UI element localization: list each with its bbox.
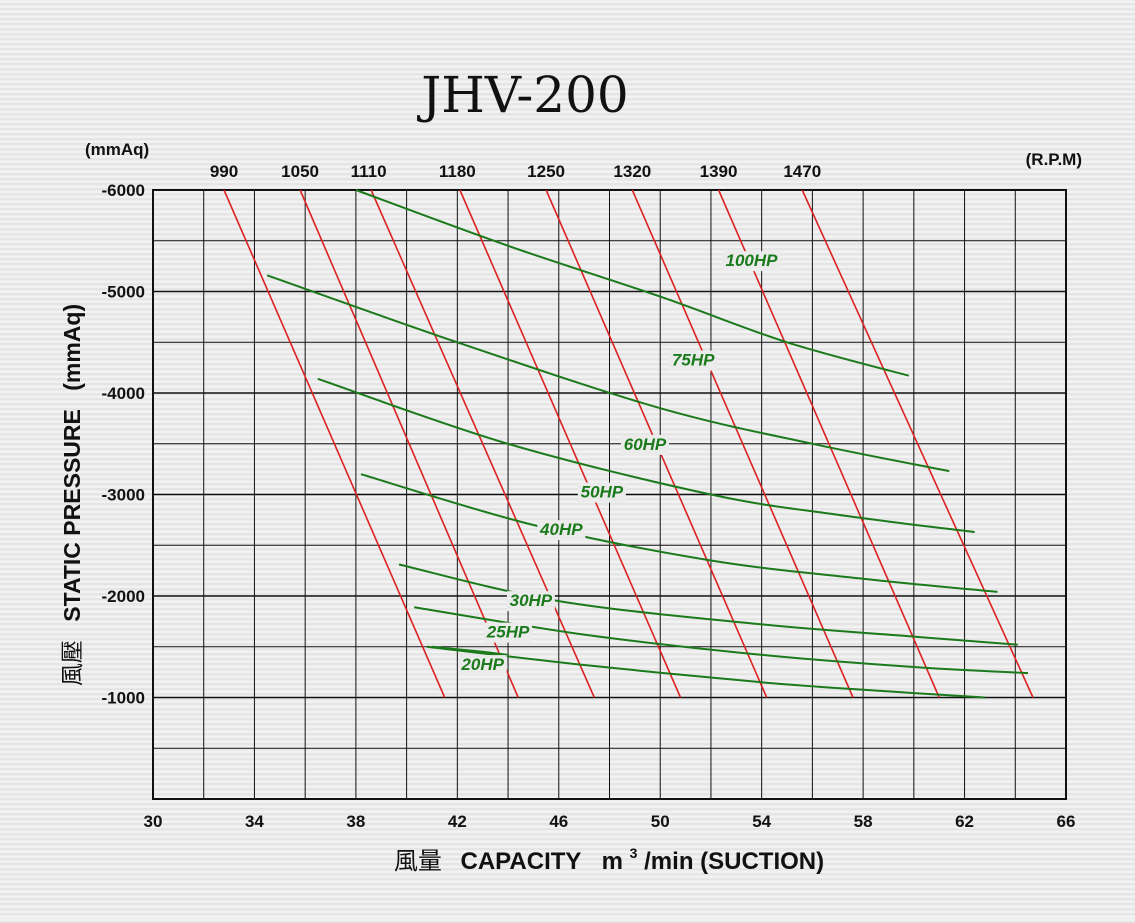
plot-frame <box>152 189 1067 800</box>
hp-label-bg <box>669 350 718 371</box>
hp-label-bg <box>722 251 781 272</box>
y-axis-label-text: STATIC PRESSURE <box>59 409 85 622</box>
x-tick-label: 66 <box>1057 812 1076 831</box>
rpm-label-1320: 1320 <box>613 162 651 181</box>
y-axis-label-cjk: 風壓 <box>60 640 86 686</box>
hp-label-bg <box>458 655 507 676</box>
rpm-line-1470 <box>801 189 1034 698</box>
hp-label-bg <box>621 434 670 455</box>
y-tick-label: -2000 <box>102 587 145 606</box>
x-axis-label-text: CAPACITY <box>461 848 582 875</box>
x-tick-label: 58 <box>854 812 873 831</box>
x-axis-label-cjk: 風量 <box>394 847 442 875</box>
hp-label-20HP: 20HP <box>460 655 504 674</box>
hp-curve-100HP <box>355 189 910 377</box>
rpm-line-1110 <box>370 189 596 698</box>
hp-curve-60HP <box>317 377 975 534</box>
y-tick-label: -6000 <box>102 181 145 200</box>
hp-label-100HP: 100HP <box>726 251 779 270</box>
y-tick-label: -3000 <box>102 486 145 505</box>
hp-label-40HP: 40HP <box>539 520 583 539</box>
hp-curve-75HP <box>266 274 950 473</box>
rpm-label-1180: 1180 <box>439 162 476 181</box>
x-tick-label: 50 <box>651 812 670 831</box>
rpm-label-1110: 1110 <box>351 162 387 181</box>
svg-text:風壓 STATIC PRESSURE: 風壓 STATIC PRESSURE (mmAq) <box>59 304 86 686</box>
rpm-line-1390 <box>717 189 940 698</box>
hp-label-75HP: 75HP <box>672 351 715 370</box>
rpm-label-1050: 1050 <box>281 162 319 181</box>
x-tick-label: 62 <box>955 812 974 831</box>
hp-label-bg <box>537 520 586 541</box>
hp-label-25HP: 25HP <box>486 623 530 642</box>
hp-label-30HP: 30HP <box>510 591 553 610</box>
hp-label-60HP: 60HP <box>624 435 667 454</box>
hp-label-bg <box>577 482 626 503</box>
x-tick-label: 46 <box>549 812 568 831</box>
hp-label-50HP: 50HP <box>581 483 624 502</box>
y-tick-label: -1000 <box>102 689 145 708</box>
x-tick-label: 42 <box>448 812 467 831</box>
x-axis-unit-post: /min (SUCTION) <box>644 848 824 875</box>
y-tick-label: -5000 <box>102 283 145 302</box>
rpm-line-990 <box>223 189 446 698</box>
hp-curve-25HP <box>426 645 985 699</box>
chart-title: JHV-200 <box>416 66 629 124</box>
hp-label-bg <box>506 591 555 612</box>
x-tick-label: 38 <box>346 812 365 831</box>
rpm-label-1390: 1390 <box>700 162 738 181</box>
x-tick-label: 34 <box>245 812 264 831</box>
y-unit-top: (mmAq) <box>85 140 149 159</box>
hp-label-bg <box>484 622 533 643</box>
hp-curve-50HP <box>360 473 998 593</box>
grid <box>152 189 1067 800</box>
x-tick-label: 30 <box>144 812 163 831</box>
hp-curve-40HP <box>398 563 1018 646</box>
y-tick-label: -4000 <box>102 384 145 403</box>
y-axis-label: 風壓 STATIC PRESSURE (mmAq) <box>59 304 86 686</box>
rpm-line-1050 <box>299 189 519 698</box>
x-axis-unit-sup: 3 <box>630 845 638 861</box>
rpm-label-1250: 1250 <box>527 162 565 181</box>
hp-curve-20HP <box>431 645 509 656</box>
x-axis-label: 風量 CAPACITY m 3 /min (SUCTION) <box>394 837 824 875</box>
x-tick-label: 54 <box>752 812 771 831</box>
rpm-label-990: 990 <box>210 162 238 181</box>
rpm-line-1320 <box>631 189 854 698</box>
rpm-unit: (R.P.M) <box>1026 150 1082 169</box>
rpm-label-1470: 1470 <box>783 162 821 181</box>
x-axis-unit-pre: m <box>602 848 623 875</box>
y-axis-label-unit: (mmAq) <box>59 304 85 391</box>
labels: 30 34 38 42 46 50 54 58 62 66 -6000 -5000 -4000 -3000… <box>102 162 1076 831</box>
